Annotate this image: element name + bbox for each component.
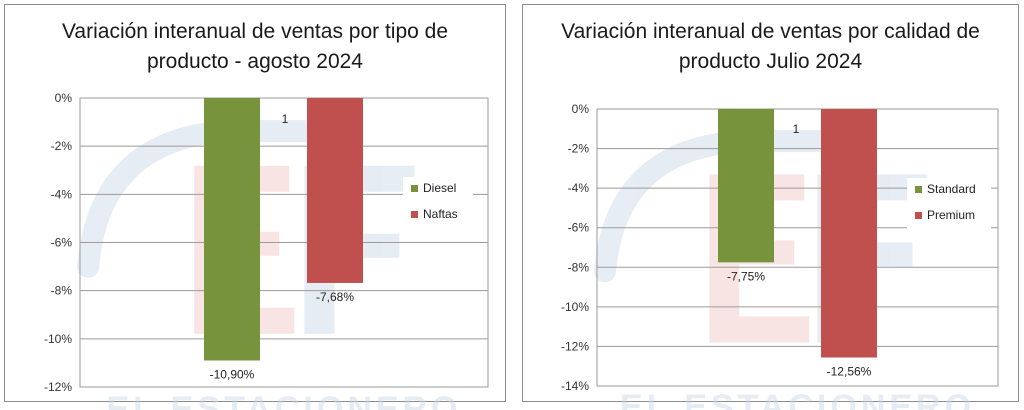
chart-svg-product-type: EL ESTACIONERO 0% -2% -4% -6% -8% -10% -12% -10,… <box>44 91 489 410</box>
bar-diesel <box>204 98 260 361</box>
category-label: 1 <box>793 122 800 136</box>
legend: Diesel Naftas <box>403 177 473 233</box>
watermark-text: EL ESTACIONERO <box>106 390 461 410</box>
legend-swatch-standard <box>915 186 922 193</box>
legend-label-naftas: Naftas <box>423 207 458 221</box>
data-label-standard: -7,75% <box>727 269 765 283</box>
chart-panel-sales-by-product-type: Variación interanual de ventas por tipo … <box>4 4 506 410</box>
y-tick-label: -6% <box>568 221 590 235</box>
legend-label-diesel: Diesel <box>423 181 456 195</box>
bar-standard <box>718 109 774 263</box>
legend: Standard Premium <box>907 178 991 234</box>
plot-area <box>596 108 999 387</box>
data-label-premium: -12,56% <box>827 365 872 379</box>
y-tick-label: -2% <box>568 142 590 156</box>
y-tick-label: -4% <box>51 187 73 201</box>
legend-swatch-naftas <box>411 211 418 218</box>
y-tick-label: -10% <box>44 332 72 346</box>
y-tick-label: -8% <box>51 284 73 298</box>
chart-title: Variación interanual de ventas por calid… <box>561 20 980 73</box>
legend-label-premium: Premium <box>927 208 975 222</box>
legend-swatch-diesel <box>411 185 418 192</box>
legend-label-standard: Standard <box>927 182 976 196</box>
y-tick-label: 0% <box>572 102 590 116</box>
bar-naftas <box>307 98 363 283</box>
watermark-logo: EL ESTACIONERO <box>77 119 461 410</box>
category-label: 1 <box>282 112 289 126</box>
chart-svg-product-quality: EL ESTACIONERO 0% -2% -4% -6% -8% -10% -12% -14%… <box>561 102 999 410</box>
chart-panel-sales-by-product-quality: Variación interanual de ventas por calid… <box>522 4 1019 410</box>
plot-area <box>79 97 489 388</box>
y-tick-label: -10% <box>561 300 589 314</box>
data-label-diesel: -10,90% <box>210 368 255 382</box>
y-tick-label: 0% <box>55 91 73 105</box>
data-label-naftas: -7,68% <box>316 290 354 304</box>
y-tick-label: -8% <box>568 260 590 274</box>
legend-swatch-premium <box>915 212 922 219</box>
y-tick-label: -2% <box>51 139 73 153</box>
watermark-text: EL ESTACIONERO <box>620 388 975 410</box>
chart-title: Variación interanual de ventas por tipo … <box>61 20 449 73</box>
y-tick-label: -14% <box>561 379 589 393</box>
y-tick-label: -12% <box>561 339 589 353</box>
y-tick-label: -4% <box>568 181 590 195</box>
y-tick-label: -6% <box>51 236 73 250</box>
y-tick-label: -12% <box>44 380 72 394</box>
bar-premium <box>821 109 877 358</box>
